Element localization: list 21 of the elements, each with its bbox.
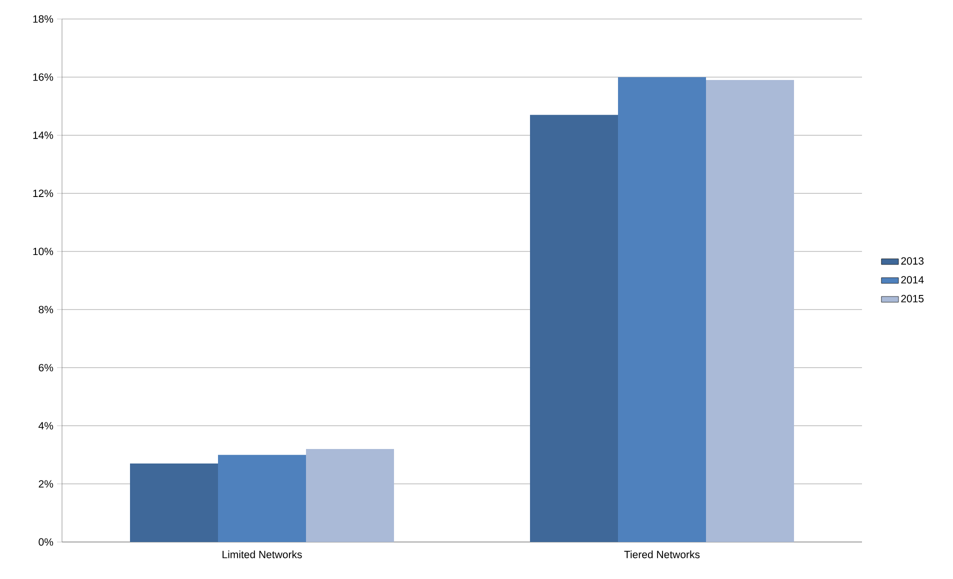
y-tick-label: 18% [33,15,54,23]
y-tick-label: 4% [38,422,54,430]
bar [706,80,794,542]
y-tick-label: 10% [33,248,54,256]
y-tick-label: 0% [38,538,54,546]
y-tick-label: 6% [38,364,54,372]
y-tick-label: 16% [33,73,54,81]
bar [618,77,706,542]
y-tick-label: 12% [33,190,54,198]
bar [306,449,394,542]
y-tick-label: 2% [38,480,54,488]
legend-label: 2013 [901,257,924,265]
y-tick-label: 14% [33,132,54,139]
x-tick-label: Limited Networks [222,550,302,558]
bar [130,464,218,542]
bar [530,114,618,542]
bar [218,454,306,542]
legend-label: 2015 [901,294,924,302]
legend-label: 2014 [901,276,924,284]
y-tick-label: 8% [38,306,54,314]
x-tick-label: Tiered Networks [624,550,700,558]
